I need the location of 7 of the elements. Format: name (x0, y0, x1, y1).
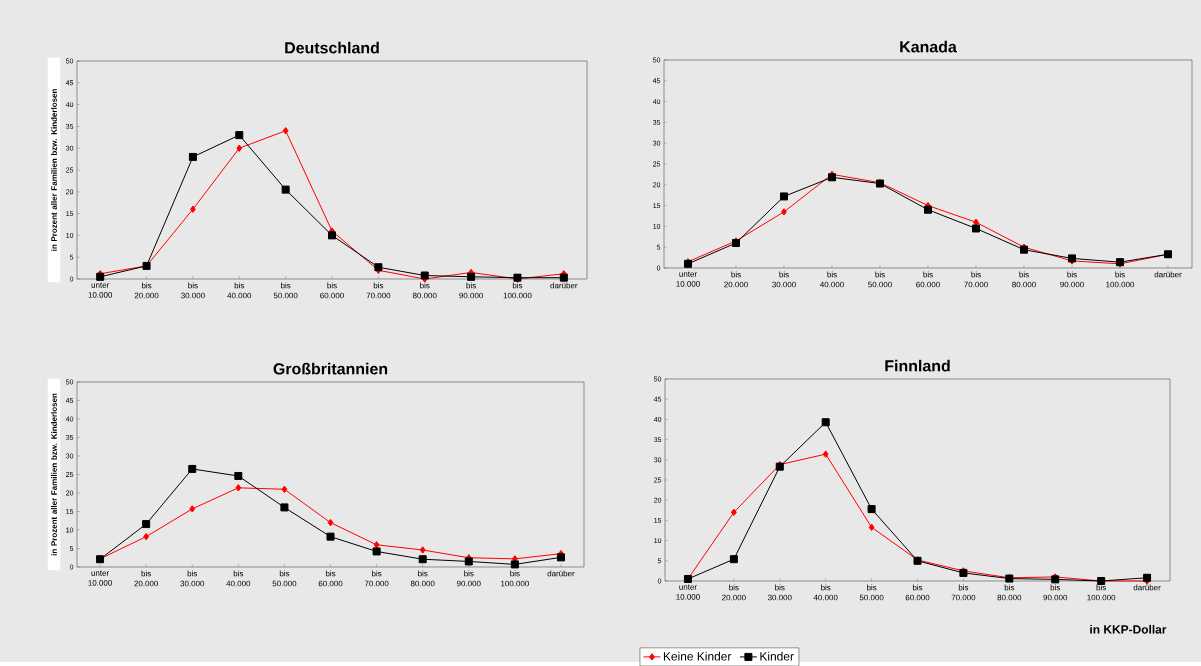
x-axis-title: in KKP-Dollar (1090, 624, 1167, 634)
chart-title: Großbritannien (273, 362, 388, 375)
chart-title: Deutschland (285, 41, 379, 54)
chart-title: Finnland (885, 359, 950, 372)
legend-label: Keine Kinder (663, 651, 732, 661)
legend-label: Kinder (760, 651, 794, 661)
chart-title: Kanada (900, 40, 957, 53)
